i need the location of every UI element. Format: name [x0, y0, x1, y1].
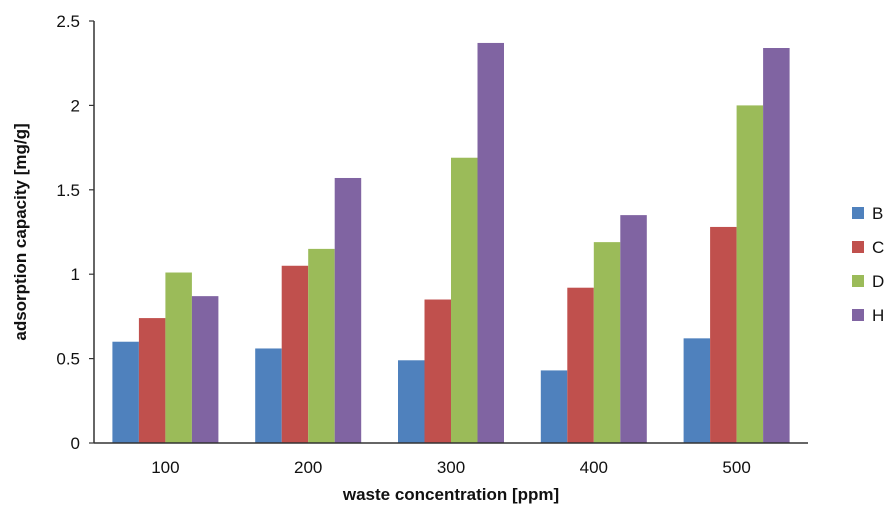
legend-swatch-C: [852, 241, 864, 253]
legend-label-D: D: [872, 272, 884, 291]
legend-swatch-H: [852, 309, 864, 321]
bar-H-500: [763, 48, 790, 444]
bar-B-400: [540, 370, 568, 443]
legend-swatch-D: [852, 275, 864, 287]
bar-C-400: [567, 287, 594, 443]
bar-D-500: [736, 105, 764, 444]
y-axis-title: adsorption capacity [mg/g]: [11, 123, 30, 340]
bar-H-400: [620, 215, 647, 443]
bar-C-500: [710, 226, 737, 443]
y-tick-label: 2: [71, 96, 80, 115]
bar-C-200: [281, 265, 309, 443]
bars-group: [112, 42, 790, 444]
y-tick-label: 0.5: [56, 350, 80, 369]
x-tick-label: 300: [437, 458, 465, 477]
legend-swatch-B: [852, 207, 864, 219]
bar-D-400: [593, 242, 621, 443]
legend-label-B: B: [872, 204, 883, 223]
bar-C-300: [424, 299, 451, 443]
x-tick-label: 200: [294, 458, 322, 477]
bar-B-100: [112, 341, 139, 443]
y-tick-label: 1: [71, 265, 80, 284]
bar-B-200: [255, 348, 282, 443]
x-axis-ticks: 100 200 300 400 500: [151, 458, 751, 477]
y-axis-ticks: 0 0.5 1 1.5 2 2.5: [56, 12, 94, 453]
x-tick-label: 100: [151, 458, 179, 477]
bar-D-300: [451, 157, 478, 443]
bar-H-300: [477, 42, 504, 443]
bar-B-300: [398, 360, 425, 443]
bar-H-100: [191, 296, 219, 443]
bar-D-100: [165, 272, 192, 443]
legend-label-C: C: [872, 238, 884, 257]
bar-B-500: [683, 338, 711, 443]
bar-D-200: [308, 248, 335, 443]
y-tick-label: 1.5: [56, 181, 80, 200]
x-tick-label: 400: [580, 458, 608, 477]
x-tick-label: 500: [722, 458, 750, 477]
bar-H-200: [334, 177, 362, 443]
x-axis-title: waste concentration [ppm]: [342, 485, 559, 504]
legend-label-H: H: [872, 306, 884, 325]
y-tick-label: 2.5: [56, 12, 80, 31]
y-tick-label: 0: [71, 434, 80, 453]
bar-C-100: [138, 318, 166, 443]
